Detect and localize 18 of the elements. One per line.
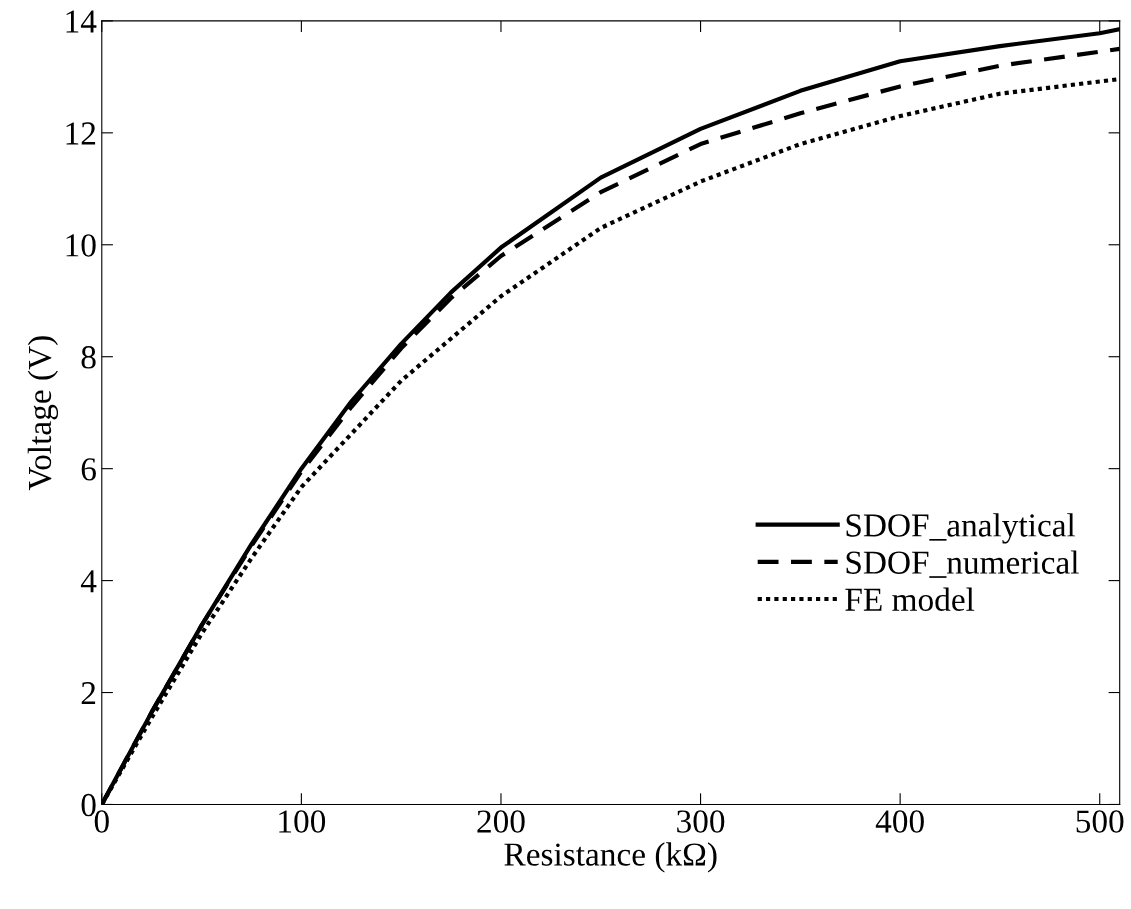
y-tick-label: 6 — [81, 458, 96, 481]
legend-label: SDOF_numerical — [846, 550, 1079, 578]
y-tick-label: 10 — [66, 234, 96, 257]
x-tick-label: 400 — [875, 810, 924, 833]
x-tick-label: 500 — [1076, 810, 1124, 833]
y-tick-label: 4 — [80, 570, 97, 593]
x-axis-title: Resistance (kΩ) — [504, 842, 717, 873]
y-tick-label: 8 — [81, 346, 96, 369]
y-tick-label: 0 — [81, 793, 96, 817]
legend-label: FE model — [845, 587, 975, 611]
x-tick-label: 200 — [477, 810, 525, 833]
y-axis-title: Voltage (V) — [27, 336, 59, 491]
x-tick-label: 100 — [279, 810, 326, 833]
y-tick-label: 14 — [66, 10, 97, 33]
x-tick-label: 300 — [677, 810, 725, 833]
legend-label: SDOF_analytical — [846, 513, 1076, 544]
y-tick-label: 12 — [66, 122, 96, 145]
y-tick-label: 2 — [81, 682, 96, 705]
